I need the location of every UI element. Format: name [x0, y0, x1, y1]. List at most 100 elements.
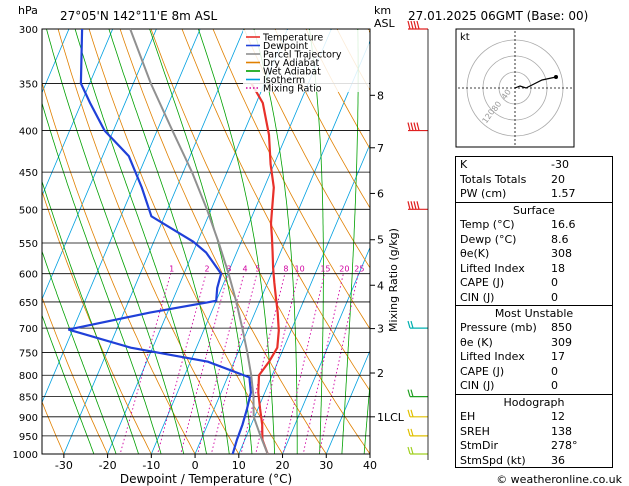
- hodograph-endpoint: [554, 75, 558, 79]
- mixing-ratio-label: 20: [339, 265, 349, 274]
- x-tick-label: 20: [276, 459, 290, 472]
- pressure-tick-label: 550: [19, 239, 38, 250]
- km-tick-label: 6: [377, 187, 384, 200]
- surface-index-row: Temp (°C) 16.6: [460, 218, 608, 233]
- mixing-ratio-line: [119, 273, 172, 454]
- wind-barbs: [407, 20, 429, 460]
- wet-adiabat-line: [42, 314, 95, 454]
- surface-index-key: Temp (°C): [460, 218, 515, 231]
- basic-index-key: PW (cm): [460, 187, 507, 200]
- km-tick-label: 2: [377, 367, 384, 380]
- wet-adiabat-line: [149, 29, 253, 454]
- hodo-index-row: EH 12: [460, 410, 608, 425]
- dry-adiabat-line: [88, 29, 283, 454]
- surface-index-value: 16.6: [551, 218, 576, 231]
- dry-adiabat-line: [212, 29, 370, 330]
- surface-index-value: 8.6: [551, 232, 569, 246]
- hodo-index-key: StmSpd (kt): [460, 453, 526, 467]
- hodo-index-value: 278°: [551, 439, 578, 452]
- isotherm-line: [325, 349, 370, 454]
- basic-index-value: 20: [551, 172, 565, 186]
- legend-label: Temperature: [262, 33, 323, 44]
- surface-index-row: CIN (J) 0: [460, 291, 608, 306]
- wind-barb: [407, 428, 428, 437]
- unstable-title: Most Unstable: [494, 307, 574, 320]
- wet-adiabat-line: [42, 249, 117, 454]
- dry-adiabat-line: [42, 296, 109, 454]
- surface-index-value: 0: [551, 276, 558, 289]
- legend-label: Mixing Ratio: [263, 84, 322, 95]
- pressure-tick-label: 900: [19, 413, 38, 424]
- x-tick-label: -20: [99, 459, 117, 472]
- pressure-tick-label: 800: [19, 371, 38, 382]
- mixing-ratio-axis-label: Mixing Ratio (g/kg): [387, 228, 400, 332]
- surface-index-value: 0: [551, 290, 558, 304]
- km-label: km: [374, 4, 391, 17]
- hodo-index-value: 36: [551, 453, 565, 467]
- hodo-index-value: 12: [551, 410, 565, 423]
- mixing-ratio-line: [240, 273, 286, 454]
- surface-index-key: Lifted Index: [460, 261, 525, 275]
- dry-adiabat-line: [274, 29, 370, 209]
- unstable-index-row: CAPE (J) 0: [460, 365, 608, 380]
- pressure-tick-label: 950: [19, 432, 38, 443]
- mixing-ratio-label: 1: [169, 265, 174, 274]
- km-tick-label: 3: [377, 323, 384, 336]
- mixing-ratio-label: 3: [226, 265, 231, 274]
- isotherm-line: [282, 246, 370, 454]
- hodo-index-key: EH: [460, 410, 476, 423]
- indices-surface-box: Surface Temp (°C) 16.6 Dewp (°C) 8.6 θe(K) 30…: [455, 202, 613, 306]
- surface-index-row: θe(K) 308: [460, 247, 608, 262]
- basic-index-value: 1.57: [551, 187, 576, 200]
- x-tick-label: 0: [192, 459, 199, 472]
- wind-barb: [407, 122, 428, 132]
- surface-index-value: 18: [551, 261, 565, 275]
- basic-index-value: -30: [551, 158, 569, 171]
- isotherm-line: [42, 29, 201, 404]
- wet-adiabat-line: [341, 29, 359, 454]
- surface-index-key: θe(K): [460, 247, 490, 260]
- unstable-index-value: 850: [551, 321, 572, 334]
- indices-basic-box: K -30 Totals Totals 20 PW (cm) 1.57: [455, 156, 613, 203]
- legend-frame: [243, 30, 369, 92]
- wind-barb: [407, 20, 428, 30]
- mixing-ratio-line: [197, 273, 245, 454]
- unstable-index-key: Pressure (mb): [460, 321, 537, 334]
- x-tick-label: 10: [232, 459, 246, 472]
- wet-adiabat-line: [308, 29, 324, 454]
- indices-hodograph-box: Hodograph EH 12 SREH 138 StmDir 278° StmSpd (k…: [455, 394, 613, 468]
- km-tick-label: 8: [377, 89, 384, 102]
- hpa-label: hPa: [18, 4, 38, 17]
- legend-label: Dewpoint: [263, 41, 308, 52]
- basic-index-key: K: [460, 158, 468, 171]
- km-tick-label: 5: [377, 234, 384, 247]
- wet-adiabat-line: [74, 29, 207, 454]
- basic-index-key: Totals Totals: [460, 172, 527, 186]
- unstable-index-value: 309: [551, 335, 572, 349]
- legend-label: Dry Adiabat: [263, 58, 320, 69]
- footer-copyright: © weatheronline.co.uk: [496, 473, 622, 486]
- pressure-tick-label: 600: [19, 270, 38, 281]
- dry-adiabat-line: [42, 81, 196, 454]
- unstable-index-value: 17: [551, 350, 565, 363]
- wet-adiabat-line: [108, 29, 230, 454]
- wind-barb: [407, 389, 428, 398]
- legend-label: Wet Adiabat: [263, 67, 321, 78]
- pressure-tick-label: 500: [19, 205, 38, 216]
- thermo-lines-layer: [42, 29, 370, 454]
- unstable-index-value: 0: [551, 364, 558, 378]
- hodograph-trace: [514, 76, 557, 89]
- dry-adiabat-line: [57, 29, 240, 454]
- hodo-index-row: SREH 138: [460, 425, 608, 440]
- mixing-ratio-label: 25: [354, 265, 364, 274]
- pressure-tick-label: 400: [19, 127, 38, 138]
- wet-adiabat-line: [46, 29, 185, 454]
- x-tick-label: -10: [142, 459, 160, 472]
- mixing-ratio-label: 4: [243, 265, 248, 274]
- km-tick-label: 1LCL: [377, 411, 405, 424]
- hodo-index-row: StmSpd (kt) 36: [460, 454, 608, 469]
- pressure-tick-label: 350: [19, 79, 38, 90]
- dry-adiabat-line: [150, 29, 370, 454]
- location-label: 27°05'N 142°11'E 8m ASL: [60, 9, 217, 23]
